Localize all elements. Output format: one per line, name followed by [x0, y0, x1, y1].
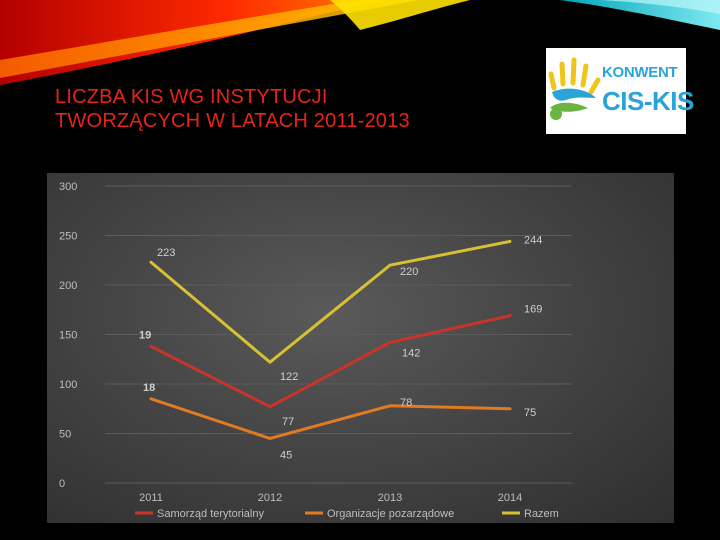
- data-label: 75: [524, 407, 536, 419]
- legend-label: Samorząd terytorialny: [157, 508, 264, 520]
- x-tick-label: 2014: [498, 492, 522, 504]
- decorative-banner: [0, 0, 720, 85]
- data-label: 78: [400, 397, 412, 409]
- x-tick-label: 2011: [139, 492, 163, 504]
- y-tick-label: 0: [59, 478, 65, 490]
- series-line: [149, 239, 512, 364]
- series-line: [149, 397, 512, 440]
- line-chart-panel: 0 50 100 150 200 250 300 2011 2012 2013 2014 19 77…: [47, 173, 674, 523]
- y-tick-label: 100: [59, 379, 77, 391]
- data-label: 142: [402, 347, 420, 359]
- y-tick-label: 150: [59, 330, 77, 342]
- hand-icon: [548, 57, 601, 120]
- y-tick-label: 50: [59, 429, 71, 441]
- y-tick-label: 250: [59, 231, 77, 243]
- legend-label: Organizacje pozarządowe: [327, 508, 454, 520]
- data-label: 122: [280, 371, 298, 383]
- data-label: 77: [282, 416, 294, 428]
- slide-title-line-2: TWORZĄCYCH W LATACH 2011-2013: [55, 110, 410, 132]
- data-label: 19: [139, 329, 151, 341]
- data-label: 223: [157, 247, 175, 259]
- logo-text-cis-kis: CIS-KIS: [602, 86, 694, 116]
- data-label: 244: [524, 234, 542, 246]
- logo-text-konwent: KONWENT: [602, 64, 678, 81]
- y-tick-label: 300: [59, 181, 77, 193]
- slide-title: LICZBA KIS WG INSTYTUCJI TWORZĄCYCH W LA…: [55, 85, 410, 133]
- konwent-cis-kis-logo: KONWENT CIS-KIS: [546, 48, 694, 134]
- x-tick-label: 2013: [378, 492, 402, 504]
- legend-label: Razem: [524, 508, 559, 520]
- slide-title-line-1: LICZBA KIS WG INSTYTUCJI: [55, 86, 328, 108]
- data-label: 18: [143, 382, 155, 394]
- data-label: 169: [524, 304, 542, 316]
- data-label: 220: [400, 266, 418, 278]
- series-line: [149, 314, 512, 409]
- line-chart: 0 50 100 150 200 250 300 2011 2012 2013 2014 19 77…: [59, 181, 572, 520]
- x-tick-label: 2012: [258, 492, 282, 504]
- data-label: 45: [280, 449, 292, 461]
- y-tick-label: 200: [59, 280, 77, 292]
